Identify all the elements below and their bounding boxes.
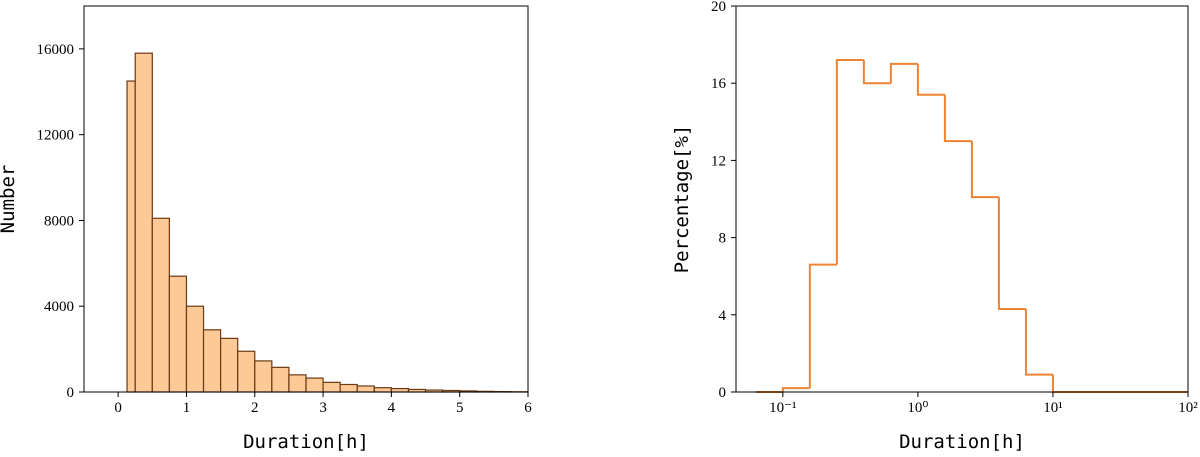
step xyxy=(862,60,891,85)
bar xyxy=(254,360,273,393)
y-tick-label: 16 xyxy=(711,76,727,92)
step xyxy=(889,62,918,84)
x-tick-label: 4 xyxy=(388,400,396,416)
y-tick-label: 16000 xyxy=(37,42,75,58)
bar xyxy=(168,275,188,393)
step xyxy=(808,263,837,389)
step xyxy=(1024,309,1053,376)
y-tick-label: 4000 xyxy=(44,299,74,315)
step xyxy=(916,63,945,96)
y-tick-label: 8 xyxy=(719,231,727,247)
step xyxy=(943,94,972,143)
x-tick-label: 5 xyxy=(456,400,464,416)
x-tick-label: 10¹ xyxy=(1043,400,1063,416)
x-axis-label: Duration[h] xyxy=(899,431,1025,453)
x-tick-label: 10⁰ xyxy=(907,400,928,416)
x-tick-label: 10² xyxy=(1178,400,1198,416)
y-tick-label: 12000 xyxy=(37,128,75,144)
bar xyxy=(339,383,358,393)
bar xyxy=(271,366,290,393)
step xyxy=(997,197,1026,311)
y-tick-label: 8000 xyxy=(44,213,74,229)
y-tick-label: 20 xyxy=(711,0,726,15)
axes-frame xyxy=(735,5,1189,393)
y-axis-label: Percentage[%] xyxy=(671,125,693,274)
x-tick-label: 2 xyxy=(251,400,259,416)
bar xyxy=(322,381,341,393)
bar xyxy=(220,337,239,393)
bar xyxy=(134,52,153,393)
x-tick-label: 6 xyxy=(524,400,532,416)
bar xyxy=(151,217,170,393)
bar xyxy=(390,387,410,393)
bar xyxy=(288,374,307,393)
step xyxy=(781,387,810,392)
y-tick-label: 0 xyxy=(719,385,727,401)
x-axis-label: Duration[h] xyxy=(243,431,369,453)
bar xyxy=(185,305,205,393)
bar xyxy=(373,387,392,393)
y-tick-label: 4 xyxy=(719,308,727,324)
x-tick-label: 0 xyxy=(114,400,122,416)
step xyxy=(970,141,999,199)
y-tick-label: 0 xyxy=(67,385,75,401)
x-tick-label: 3 xyxy=(319,400,327,416)
x-tick-label: 1 xyxy=(183,400,191,416)
x-tick-label: 10⁻¹ xyxy=(769,400,796,416)
bar xyxy=(237,350,256,393)
step xyxy=(1051,374,1080,393)
step xyxy=(835,59,864,265)
bar xyxy=(126,80,136,393)
bar xyxy=(202,329,222,393)
y-axis-label: Number xyxy=(0,165,19,234)
bar xyxy=(305,377,324,393)
axes-frame xyxy=(83,5,529,393)
bar xyxy=(356,385,375,393)
y-tick-label: 12 xyxy=(711,153,726,169)
